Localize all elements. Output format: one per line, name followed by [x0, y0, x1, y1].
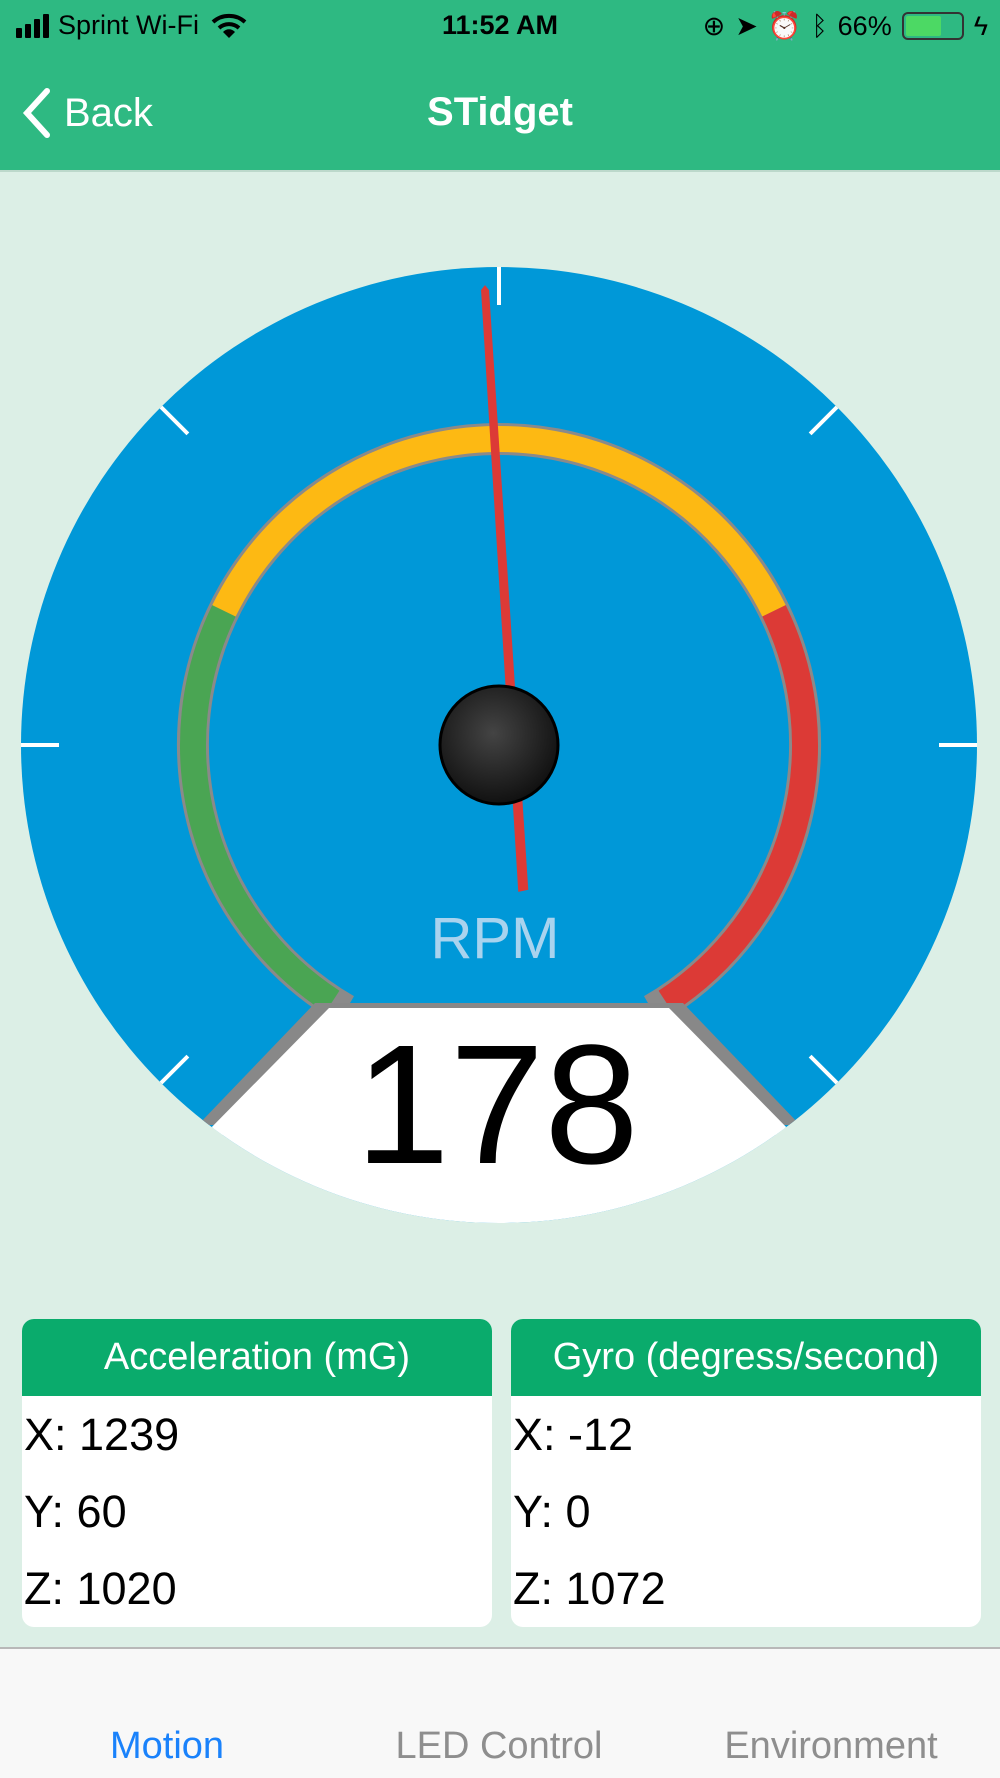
arc-green [180, 605, 340, 1013]
tab-environment[interactable]: Environment [724, 1725, 938, 1767]
back-button[interactable]: Back [22, 88, 153, 138]
accel-z: Z: 1020 [24, 1563, 177, 1614]
battery-percent: 66% [837, 10, 892, 41]
tab-motion[interactable]: Motion [109, 1725, 225, 1767]
page-title: STidget [427, 90, 573, 134]
top-bar: Sprint Wi-Fi 11:52 AM ⊕ ➤ ⏰ ᛒ 66% ϟ Back… [0, 0, 1000, 172]
accel-x: X: 1239 [24, 1409, 180, 1460]
back-label: Back [64, 90, 153, 135]
card-title: Acceleration (mG) [22, 1319, 492, 1396]
tab-led-control[interactable]: LED Control [395, 1725, 603, 1767]
value-display [204, 1008, 794, 1135]
wifi-icon [211, 13, 247, 38]
battery-icon [901, 12, 964, 40]
clock: 11:52 AM [441, 10, 559, 40]
tick-mark [159, 405, 190, 436]
bluetooth-icon: ᛒ [811, 10, 828, 41]
tick-mark [808, 1054, 839, 1085]
arc-red [658, 605, 818, 1013]
gyro-card: Gyro (degress/second) X: -12 Y: 0 Z: 107… [511, 1319, 981, 1627]
status-right: ⊕ ➤ ⏰ ᛒ 66% ϟ [703, 10, 988, 42]
gyro-z: Z: 1072 [513, 1563, 666, 1614]
gyro-y: Y: 0 [513, 1486, 591, 1537]
arc-yellow [212, 426, 786, 617]
tab-bar: Motion LED Control Environment [0, 1647, 1000, 1778]
alarm-icon: ⏰ [767, 11, 802, 41]
accel-y: Y: 60 [24, 1486, 127, 1537]
rpm-gauge: RPM 178 [21, 267, 977, 1223]
signal-icon [16, 13, 49, 38]
tick-mark [159, 1054, 190, 1085]
tick-mark [808, 405, 839, 436]
needle-hub [438, 684, 560, 806]
rotation-lock-icon: ⊕ [702, 10, 726, 41]
location-icon: ➤ [735, 10, 758, 41]
carrier: Sprint Wi-Fi [58, 10, 199, 40]
card-title: Gyro (degress/second) [511, 1319, 981, 1396]
acceleration-card: Acceleration (mG) X: 1239 Y: 60 Z: 1020 [22, 1319, 492, 1627]
gyro-x: X: -12 [513, 1409, 634, 1460]
unit-label: RPM [431, 906, 560, 971]
chevron-left-icon [22, 88, 50, 138]
rpm-value: 178 [355, 1010, 639, 1200]
charging-icon: ϟ [973, 10, 988, 41]
status-left: Sprint Wi-Fi [16, 10, 247, 41]
